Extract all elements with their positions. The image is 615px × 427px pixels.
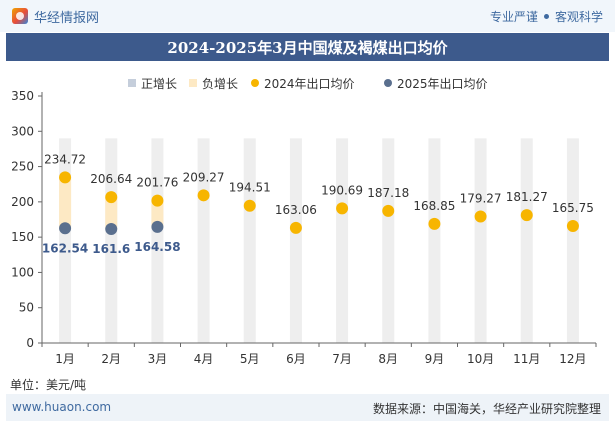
background-bar	[59, 138, 72, 343]
chart-title: 2024-2025年3月中国煤及褐煤出口均价	[167, 38, 448, 57]
data-label-2024: 206.64	[90, 172, 132, 186]
point-2024	[59, 171, 72, 184]
footer-source: 数据来源：中国海关，华经产业研究院整理	[372, 402, 601, 416]
data-label-2025: 164.58	[134, 240, 180, 254]
separator-dot-icon	[543, 14, 549, 19]
x-tick-label: 5月	[240, 352, 260, 366]
top-header-bar: 华经情报网 专业严谨 客观科学	[0, 0, 615, 32]
legend-label-0: 正增长	[141, 77, 177, 91]
footer-website-link[interactable]: www.huaon.com	[12, 400, 112, 414]
point-2025	[59, 222, 72, 235]
y-tick-label: 150	[11, 230, 34, 244]
background-bar	[382, 138, 395, 343]
y-tick-label: 250	[11, 160, 34, 174]
growth-band	[151, 200, 164, 227]
point-2025	[105, 222, 118, 235]
y-tick-label: 350	[11, 89, 34, 103]
background-bar	[243, 138, 256, 343]
data-label-2024: 234.72	[44, 152, 86, 166]
data-label-2024: 194.51	[229, 181, 271, 195]
y-tick-label: 200	[11, 195, 34, 209]
growth-band	[59, 177, 72, 229]
legend-marker-3	[384, 79, 392, 87]
x-tick-label: 4月	[194, 352, 214, 366]
legend-label-2: 2024年出口均价	[264, 77, 355, 91]
point-2024	[151, 194, 164, 207]
y-tick-label: 100	[11, 265, 34, 279]
point-2024	[243, 199, 256, 212]
background-bar	[336, 138, 349, 343]
brand-logo-icon	[12, 8, 28, 24]
data-label-2024: 163.06	[275, 203, 317, 217]
point-2024	[336, 202, 349, 215]
footer-bar: www.huaon.com 数据来源：中国海关，华经产业研究院整理	[6, 394, 609, 421]
data-label-2025: 161.6	[92, 242, 130, 256]
x-tick-label: 9月	[425, 352, 445, 366]
y-tick-label: 300	[11, 124, 34, 138]
data-label-2024: 201.76	[136, 176, 178, 190]
background-bar	[151, 138, 164, 343]
data-label-2024: 179.27	[460, 191, 502, 205]
point-2024	[428, 217, 441, 230]
background-bar	[520, 138, 533, 343]
tagline-right: 客观科学	[554, 10, 603, 24]
data-label-2024: 187.18	[367, 186, 409, 200]
data-label-2024: 181.27	[506, 190, 548, 204]
x-tick-label: 1月	[55, 352, 75, 366]
background-bar	[566, 138, 579, 343]
background-bar	[197, 138, 210, 343]
legend-swatch-1	[189, 79, 197, 87]
brand: 华经情报网	[12, 7, 100, 26]
x-tick-label: 11月	[513, 352, 540, 366]
x-tick-label: 8月	[378, 352, 398, 366]
data-label-2024: 190.69	[321, 183, 363, 197]
legend-label-3: 2025年出口均价	[397, 77, 488, 91]
legend-marker-2	[251, 79, 259, 87]
point-2024	[197, 189, 210, 202]
tagline-left: 专业严谨	[489, 10, 538, 24]
data-label-2025: 162.54	[42, 241, 88, 255]
x-tick-label: 10月	[467, 352, 494, 366]
data-label-2024: 209.27	[183, 170, 225, 184]
legend-label-1: 负增长	[202, 77, 238, 91]
unit-label: 单位：美元/吨	[10, 378, 87, 392]
y-tick-label: 50	[19, 301, 34, 315]
y-tick-label: 0	[26, 336, 34, 350]
point-2024	[382, 204, 395, 217]
point-2024	[566, 220, 579, 233]
data-label-2024: 165.75	[552, 201, 594, 215]
chart-title-bar: 2024-2025年3月中国煤及褐煤出口均价	[6, 33, 609, 61]
point-2025	[151, 220, 164, 233]
data-label-2024: 168.85	[413, 199, 455, 213]
point-2024	[105, 191, 118, 204]
point-2024	[520, 209, 533, 222]
background-bar	[289, 138, 302, 343]
x-tick-label: 6月	[286, 352, 306, 366]
tagline: 专业严谨 客观科学	[490, 8, 603, 25]
background-bar	[474, 138, 487, 343]
point-2024	[474, 210, 487, 223]
x-tick-label: 7月	[332, 352, 352, 366]
point-2024	[289, 221, 302, 234]
x-tick-label: 3月	[148, 352, 168, 366]
brand-name: 华经情报网	[34, 10, 100, 26]
background-bar	[428, 138, 441, 343]
x-tick-label: 12月	[559, 352, 586, 366]
x-tick-label: 2月	[101, 352, 121, 366]
background-bar	[105, 138, 118, 343]
growth-band	[105, 197, 118, 229]
legend-swatch-0	[128, 79, 136, 87]
